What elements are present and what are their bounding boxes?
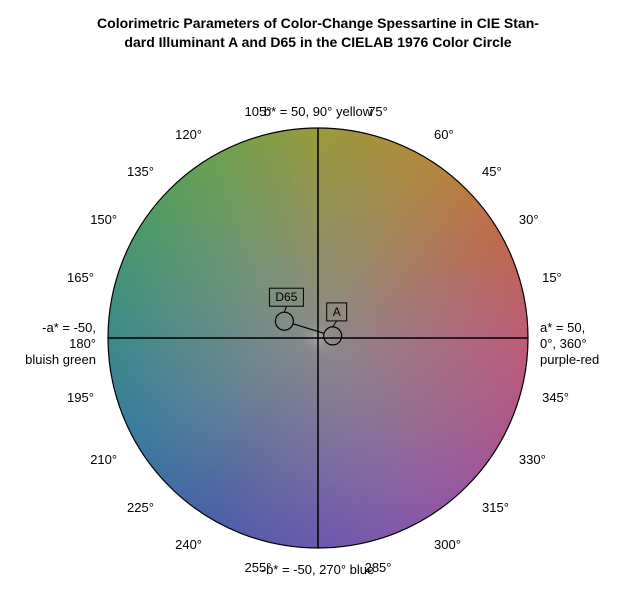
diagram-stage: 15°30°45°60°75°105°120°135°150°165°195°2… — [0, 70, 636, 590]
angle-label-225: 225° — [127, 500, 154, 515]
angle-label-195: 195° — [67, 390, 94, 405]
angle-label-45: 45° — [482, 164, 502, 179]
angle-label-150: 150° — [90, 212, 117, 227]
axis-label-right-0: a* = 50, — [540, 320, 585, 335]
title-line2: dard Illuminant A and D65 in the CIELAB … — [124, 34, 511, 50]
axis-label-bottom: -b* = -50, 270° blue — [262, 562, 375, 577]
axis-label-left-2: bluish green — [25, 352, 96, 367]
color-circle-svg: 15°30°45°60°75°105°120°135°150°165°195°2… — [0, 70, 636, 590]
angle-label-300: 300° — [434, 537, 461, 552]
angle-label-30: 30° — [519, 212, 539, 227]
title-line1: Colorimetric Parameters of Color-Change … — [97, 15, 539, 31]
angle-label-15: 15° — [542, 270, 562, 285]
axis-label-right-1: 0°, 360° — [540, 336, 587, 351]
axis-label-left-1: 180° — [69, 336, 96, 351]
angle-label-315: 315° — [482, 500, 509, 515]
axis-label-right-2: purple-red — [540, 352, 599, 367]
angle-label-330: 330° — [519, 452, 546, 467]
angle-label-165: 165° — [67, 270, 94, 285]
angle-label-60: 60° — [434, 127, 454, 142]
angle-label-345: 345° — [542, 390, 569, 405]
axis-label-top: b* = 50, 90° yellow — [264, 104, 373, 119]
angle-label-210: 210° — [90, 452, 117, 467]
angle-label-240: 240° — [175, 537, 202, 552]
angle-label-120: 120° — [175, 127, 202, 142]
point-label-D65: D65 — [275, 290, 297, 304]
page-title: Colorimetric Parameters of Color-Change … — [0, 14, 636, 52]
axis-label-left-0: -a* = -50, — [42, 320, 96, 335]
point-label-A: A — [333, 305, 341, 319]
angle-label-135: 135° — [127, 164, 154, 179]
